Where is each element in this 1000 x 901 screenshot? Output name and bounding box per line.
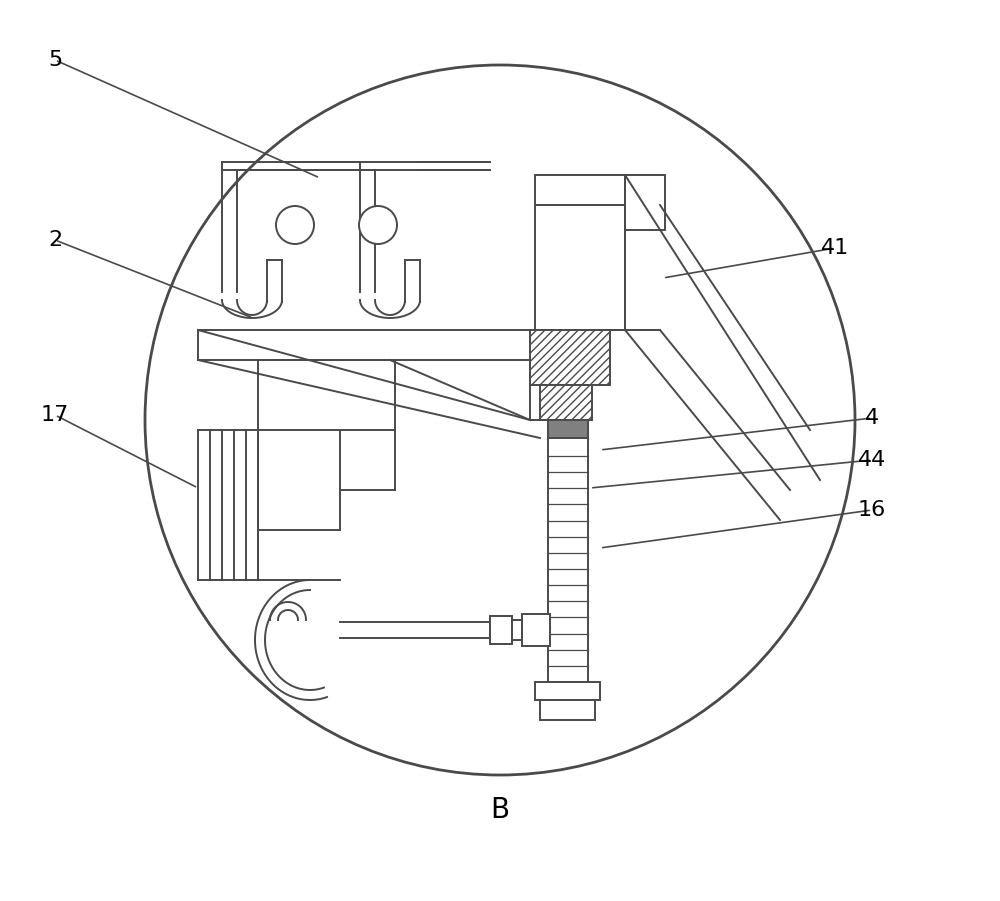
Bar: [625, 175, 665, 230]
Text: 16: 16: [858, 500, 886, 520]
Text: 4: 4: [865, 408, 879, 428]
Bar: [535, 205, 625, 330]
Bar: [512, 620, 522, 640]
Text: B: B: [490, 796, 510, 824]
Bar: [548, 438, 588, 682]
Text: 5: 5: [48, 50, 62, 70]
Text: 17: 17: [41, 405, 69, 425]
Bar: [540, 385, 592, 420]
Bar: [535, 682, 600, 700]
Text: 44: 44: [858, 450, 886, 470]
Circle shape: [359, 206, 397, 244]
Bar: [530, 330, 610, 385]
Text: 41: 41: [821, 238, 849, 258]
Bar: [540, 700, 595, 720]
Bar: [522, 614, 550, 646]
Circle shape: [276, 206, 314, 244]
Text: 2: 2: [48, 230, 62, 250]
Circle shape: [145, 65, 855, 775]
Bar: [535, 175, 660, 205]
Bar: [490, 616, 512, 644]
Bar: [548, 420, 588, 438]
